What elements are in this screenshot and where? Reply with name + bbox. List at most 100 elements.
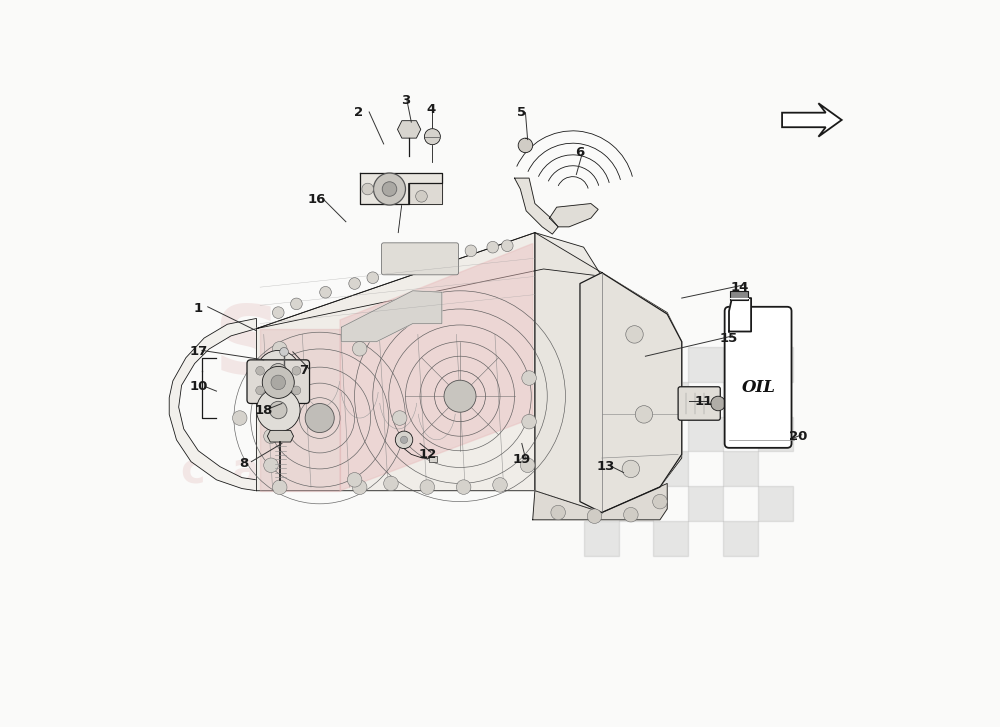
Circle shape	[626, 326, 643, 343]
Circle shape	[392, 411, 407, 425]
Text: 11: 11	[694, 395, 713, 408]
Polygon shape	[515, 178, 558, 234]
Polygon shape	[267, 430, 294, 442]
Bar	[758, 486, 793, 521]
Text: 20: 20	[789, 430, 807, 443]
Circle shape	[256, 350, 300, 394]
Text: a: a	[231, 451, 259, 492]
Circle shape	[362, 183, 374, 195]
Bar	[653, 382, 688, 417]
Circle shape	[270, 401, 287, 419]
Circle shape	[487, 241, 499, 253]
Bar	[653, 451, 688, 486]
Text: 16: 16	[308, 193, 326, 206]
Bar	[723, 486, 758, 521]
Text: 18: 18	[255, 404, 273, 417]
Circle shape	[622, 460, 640, 478]
Text: s: s	[536, 451, 561, 492]
Circle shape	[280, 348, 288, 356]
Polygon shape	[533, 483, 667, 520]
FancyBboxPatch shape	[678, 387, 720, 420]
Circle shape	[420, 480, 435, 494]
Text: 19: 19	[513, 453, 531, 466]
Circle shape	[501, 240, 513, 252]
Circle shape	[232, 411, 247, 425]
Circle shape	[352, 342, 367, 356]
Bar	[619, 417, 653, 451]
Circle shape	[374, 173, 405, 205]
FancyBboxPatch shape	[381, 243, 459, 275]
Circle shape	[347, 473, 362, 487]
Circle shape	[305, 403, 334, 433]
Polygon shape	[729, 298, 751, 332]
Bar	[758, 417, 793, 451]
Circle shape	[270, 364, 287, 381]
Text: 17: 17	[189, 345, 207, 358]
Bar	[584, 521, 619, 556]
Bar	[723, 347, 758, 382]
Circle shape	[522, 371, 536, 385]
Bar	[688, 521, 723, 556]
Bar	[723, 382, 758, 417]
Bar	[758, 521, 793, 556]
Bar	[619, 382, 653, 417]
Text: 7: 7	[299, 364, 308, 377]
Text: 14: 14	[731, 281, 749, 294]
Circle shape	[292, 386, 301, 395]
Polygon shape	[256, 233, 602, 329]
Bar	[723, 417, 758, 451]
Bar	[619, 347, 653, 382]
Bar	[723, 451, 758, 486]
Bar	[584, 451, 619, 486]
Bar	[584, 417, 619, 451]
Bar	[653, 417, 688, 451]
Text: 1: 1	[194, 302, 203, 316]
Polygon shape	[408, 183, 442, 204]
Circle shape	[256, 366, 264, 375]
Polygon shape	[342, 291, 442, 342]
Bar	[723, 521, 758, 556]
Text: 3: 3	[401, 94, 410, 107]
Text: S: S	[213, 302, 281, 395]
Text: 8: 8	[239, 457, 249, 470]
Polygon shape	[782, 103, 842, 137]
Circle shape	[653, 494, 667, 509]
Polygon shape	[256, 233, 535, 491]
Polygon shape	[397, 121, 421, 138]
Circle shape	[416, 190, 427, 202]
Circle shape	[264, 429, 278, 443]
Bar	[653, 521, 688, 556]
Circle shape	[320, 286, 331, 298]
Bar	[653, 347, 688, 382]
Circle shape	[456, 480, 471, 494]
Bar	[653, 486, 688, 521]
Bar	[688, 451, 723, 486]
Polygon shape	[580, 273, 682, 513]
Circle shape	[264, 458, 278, 473]
Circle shape	[520, 458, 535, 473]
Bar	[758, 347, 793, 382]
Circle shape	[518, 138, 533, 153]
Circle shape	[624, 507, 638, 522]
Text: 10: 10	[189, 380, 207, 393]
Text: 15: 15	[720, 332, 738, 345]
Bar	[429, 456, 437, 462]
Text: r: r	[449, 318, 482, 385]
Circle shape	[271, 375, 286, 390]
Circle shape	[256, 388, 300, 432]
Text: 12: 12	[418, 448, 436, 461]
Text: c: c	[300, 318, 340, 385]
Text: a: a	[376, 318, 421, 385]
Circle shape	[262, 366, 294, 398]
Polygon shape	[360, 173, 442, 204]
Bar	[730, 291, 748, 300]
Bar	[688, 417, 723, 451]
Bar	[688, 486, 723, 521]
Circle shape	[367, 272, 379, 284]
Circle shape	[272, 342, 287, 356]
Text: 5: 5	[517, 106, 526, 119]
Text: OIL: OIL	[742, 379, 776, 396]
Circle shape	[635, 406, 653, 423]
Bar	[688, 382, 723, 417]
Circle shape	[382, 182, 397, 196]
